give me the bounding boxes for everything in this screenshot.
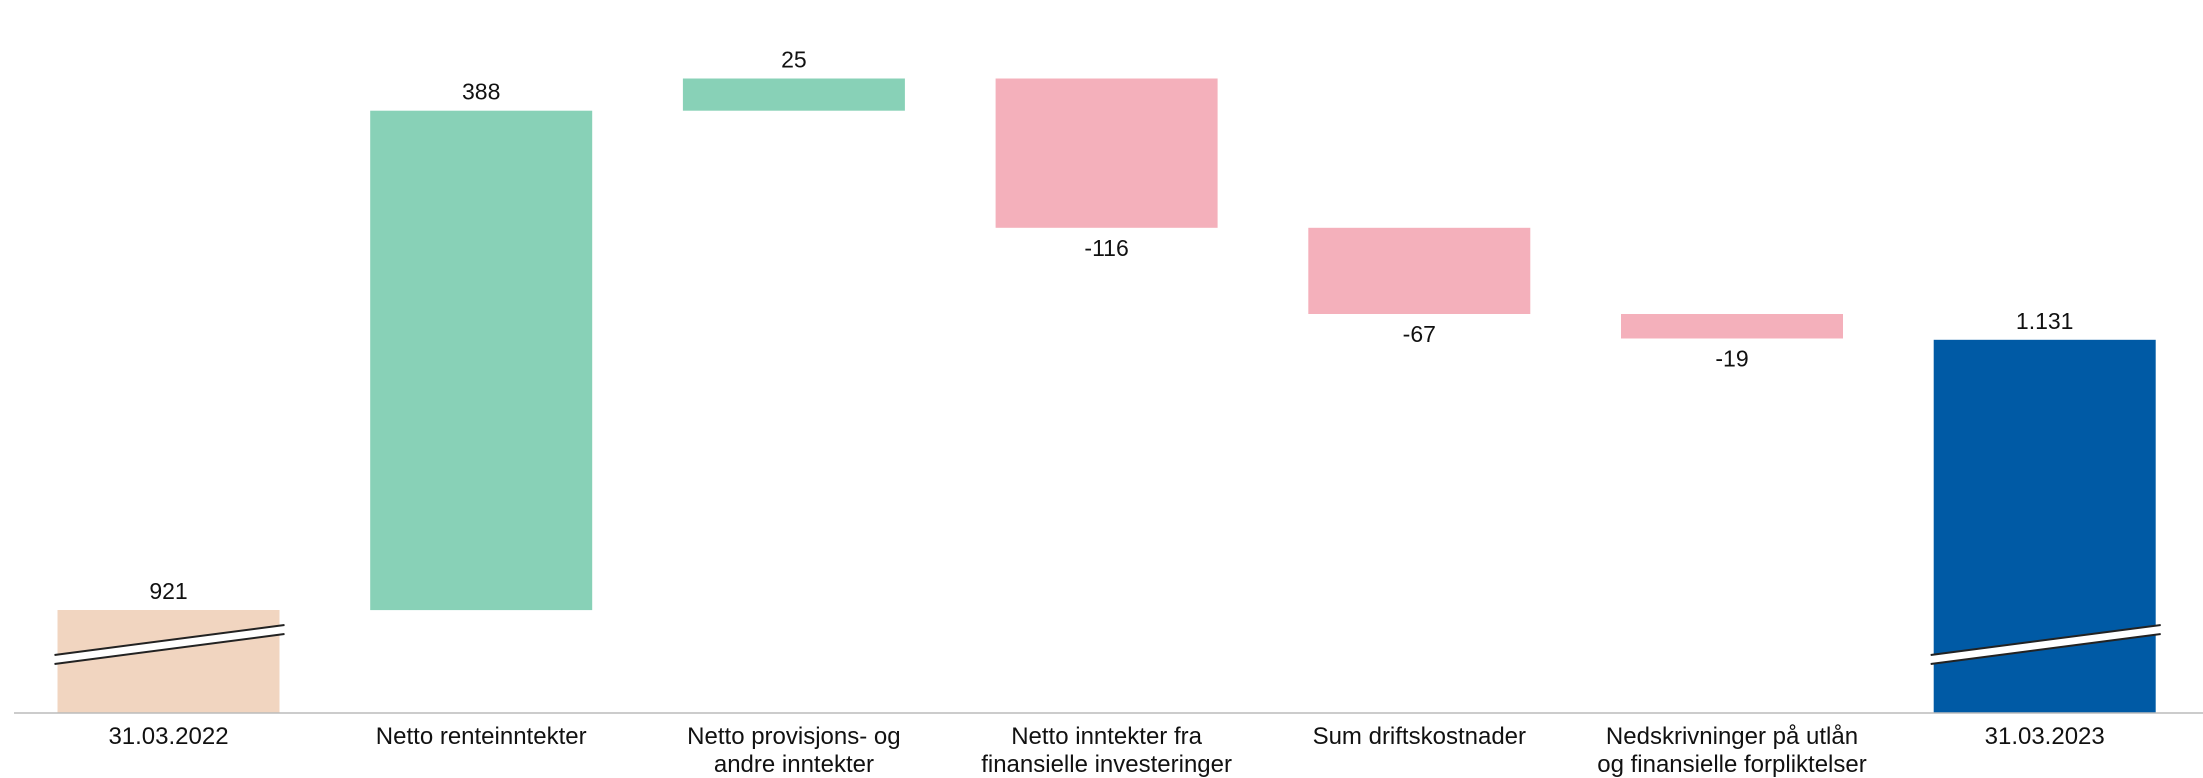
- bar-1: [57, 610, 280, 713]
- bar-5: [1308, 227, 1531, 314]
- value-label-6: -19: [1715, 346, 1748, 372]
- axis-break-7: [1930, 625, 2161, 664]
- category-label-line: Netto inntekter fra: [1011, 723, 1202, 750]
- value-label-4: -116: [1084, 235, 1128, 261]
- category-label-line: Netto provisjons- og: [687, 723, 900, 750]
- category-label-1: 31.03.2022: [108, 723, 228, 750]
- bar-4: [995, 78, 1218, 228]
- category-label-2: Netto renteinntekter: [376, 723, 587, 750]
- axis-break-line-bottom-7: [1930, 633, 2161, 665]
- axis-breaks-group: [54, 624, 2161, 665]
- category-label-line: 31.03.2022: [108, 723, 228, 750]
- category-label-7: 31.03.2023: [1985, 723, 2105, 750]
- category-label-5: Sum driftskostnader: [1313, 723, 1526, 750]
- bar-3: [682, 78, 905, 111]
- value-label-2: 388: [462, 79, 500, 105]
- category-label-line: Nedskrivninger på utlån: [1606, 723, 1858, 750]
- axis-break-line-top-1: [54, 624, 285, 656]
- category-label-line: finansielle investeringer: [981, 751, 1232, 778]
- value-label-7: 1.131: [2016, 308, 2074, 334]
- axis-break-line-top-7: [1930, 624, 2161, 656]
- category-label-line: 31.03.2023: [1985, 723, 2105, 750]
- category-label-line: andre inntekter: [714, 751, 874, 778]
- value-label-1: 921: [149, 578, 187, 604]
- value-labels-group: 921 388 25 -116 -67 -19 1.131: [149, 47, 2073, 605]
- category-label-line: Sum driftskostnader: [1313, 723, 1526, 750]
- category-label-line: Netto renteinntekter: [376, 723, 587, 750]
- bar-6: [1621, 314, 1843, 339]
- bars-group: [57, 78, 2156, 713]
- value-label-3: 25: [781, 47, 807, 73]
- axis-break-1: [54, 625, 285, 664]
- category-label-6: Nedskrivninger på utlån og finansielle fo…: [1597, 723, 1866, 778]
- category-label-4: Netto inntekter fra finansielle investeri…: [981, 723, 1232, 778]
- category-label-line: og finansielle forpliktelser: [1597, 751, 1866, 778]
- category-label-3: Netto provisjons- og andre inntekter: [687, 723, 900, 778]
- bar-2: [370, 110, 593, 611]
- axis-break-line-bottom-1: [54, 633, 285, 665]
- category-labels-group: 31.03.2022 Netto renteinntekter Netto prov…: [108, 723, 2104, 778]
- value-label-5: -67: [1403, 321, 1436, 347]
